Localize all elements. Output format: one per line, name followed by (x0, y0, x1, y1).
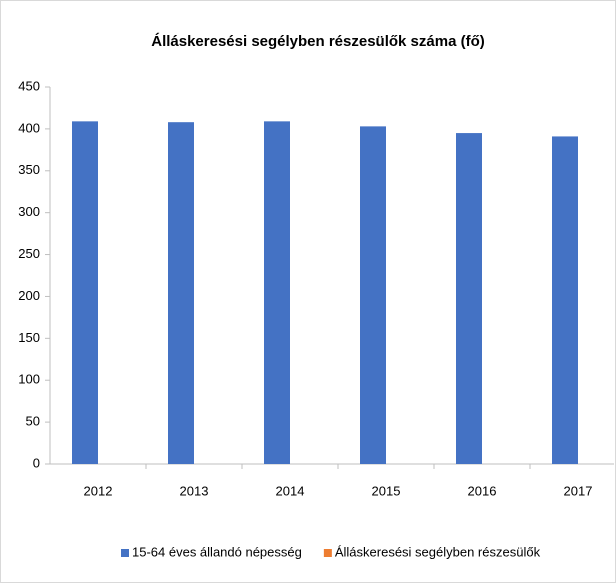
x-tick-label: 2016 (468, 483, 497, 498)
y-tick-label: 350 (18, 162, 40, 177)
legend-swatch (121, 549, 129, 557)
y-tick-label: 0 (33, 455, 40, 470)
y-tick-label: 150 (18, 330, 40, 345)
legend-label: 15-64 éves állandó népesség (132, 544, 302, 559)
y-tick-label: 300 (18, 204, 40, 219)
x-tick-label: 2013 (180, 483, 209, 498)
chart-title: Álláskeresési segélyben részesülők száma… (151, 33, 485, 50)
bar (72, 121, 98, 465)
bar (264, 121, 290, 465)
y-tick-label: 400 (18, 120, 40, 135)
y-tick-label: 200 (18, 288, 40, 303)
x-tick-label: 2012 (84, 483, 113, 498)
x-tick-label: 2017 (564, 483, 593, 498)
y-tick-label: 50 (26, 414, 40, 429)
x-tick-label: 2014 (276, 483, 305, 498)
bar (552, 136, 578, 464)
y-tick-label: 450 (18, 78, 40, 93)
bar (168, 122, 194, 464)
y-tick-label: 250 (18, 246, 40, 261)
y-tick-label: 100 (18, 372, 40, 387)
legend-label: Álláskeresési segélyben részesülők (335, 544, 541, 559)
legend-swatch (323, 549, 332, 557)
bar (360, 126, 386, 465)
bar (456, 133, 482, 465)
x-tick-label: 2015 (372, 483, 401, 498)
